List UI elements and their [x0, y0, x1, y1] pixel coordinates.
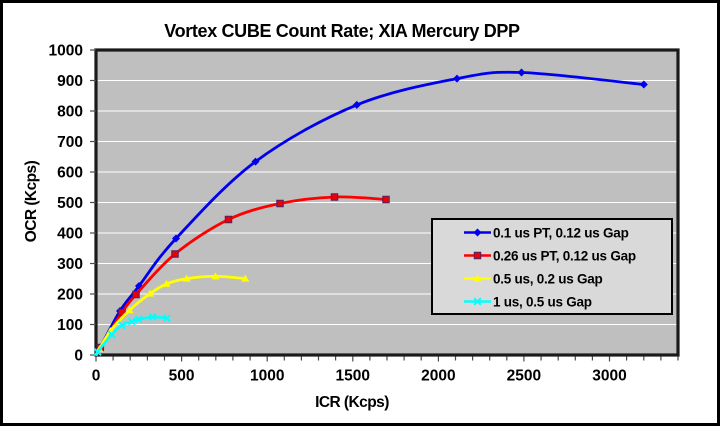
svg-text:Vortex CUBE Count Rate; XIA Me: Vortex CUBE Count Rate; XIA Mercury DPP [164, 21, 520, 41]
svg-text:500: 500 [169, 368, 195, 385]
svg-text:OCR (Kcps): OCR (Kcps) [23, 160, 40, 242]
svg-text:ICR (Kcps): ICR (Kcps) [315, 394, 389, 411]
svg-text:800: 800 [57, 104, 83, 121]
svg-text:0.1 us PT, 0.12 us Gap: 0.1 us PT, 0.12 us Gap [493, 225, 629, 240]
svg-text:1000: 1000 [49, 43, 83, 60]
svg-text:400: 400 [57, 226, 83, 243]
svg-text:600: 600 [57, 165, 83, 182]
svg-text:200: 200 [57, 287, 83, 304]
svg-text:1 us, 0.5 us Gap: 1 us, 0.5 us Gap [493, 294, 592, 309]
svg-text:500: 500 [57, 195, 83, 212]
svg-text:1500: 1500 [336, 368, 370, 385]
svg-text:0: 0 [74, 348, 83, 365]
svg-text:300: 300 [57, 256, 83, 273]
svg-text:0.5 us, 0.2 us Gap: 0.5 us, 0.2 us Gap [493, 271, 603, 286]
svg-text:100: 100 [57, 317, 83, 334]
svg-text:1000: 1000 [250, 368, 284, 385]
svg-text:2000: 2000 [421, 368, 455, 385]
svg-text:3000: 3000 [592, 368, 626, 385]
svg-text:0: 0 [92, 368, 101, 385]
svg-text:2500: 2500 [507, 368, 541, 385]
svg-text:900: 900 [57, 73, 83, 90]
svg-text:0.26 us PT, 0.12 us Gap: 0.26 us PT, 0.12 us Gap [493, 248, 636, 263]
svg-text:700: 700 [57, 134, 83, 151]
